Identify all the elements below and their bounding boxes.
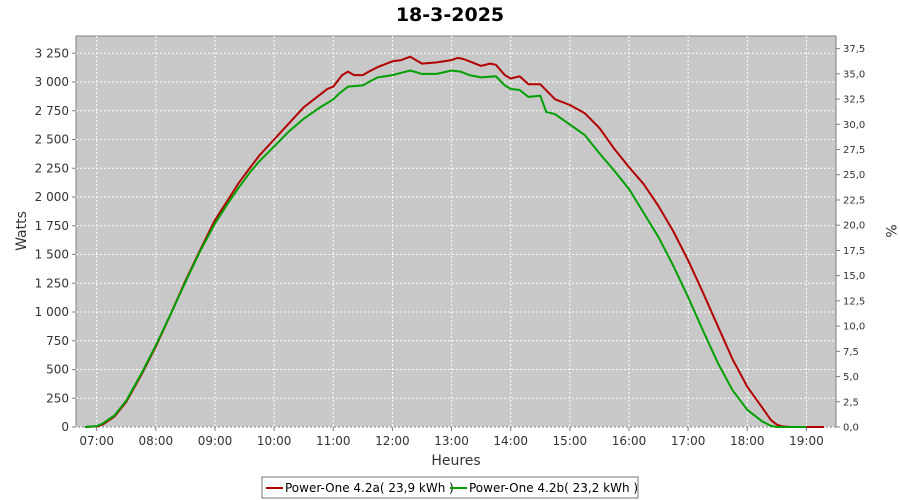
y2-tick-label: 35,0 (843, 69, 865, 80)
y-tick-label: 1 500 (35, 248, 69, 262)
y-tick-label: 2 250 (35, 161, 69, 175)
x-axis: 07:00 08:00 09:00 10:00 11:00 12:00 13:00 14:00… (79, 427, 824, 448)
chart-title: 18-3-2025 (396, 4, 504, 26)
x-tick-label: 19:00 (789, 434, 824, 448)
y2-tick-label: 17,5 (843, 246, 865, 257)
y-tick-label: 500 (46, 363, 69, 377)
x-tick-label: 18:00 (730, 434, 765, 448)
y2-tick-label: 15,0 (843, 271, 865, 282)
y-tick-label: 3 250 (35, 46, 69, 60)
x-tick-label: 16:00 (612, 434, 647, 448)
legend: Power-One 4.2a( 23,9 kWh ) Power-One 4.2… (261, 476, 639, 499)
legend-label-series-1: Power-One 4.2a( 23,9 kWh ) (285, 481, 454, 495)
y-tick-label: 1 250 (35, 276, 69, 290)
y2-tick-label: 27,5 (843, 145, 865, 156)
x-tick-label: 08:00 (139, 434, 174, 448)
x-axis-label: Heures (431, 453, 480, 469)
y-tick-label: 250 (46, 391, 69, 405)
y2-tick-label: 22,5 (843, 195, 865, 206)
x-tick-label: 15:00 (553, 434, 588, 448)
grid (76, 36, 836, 428)
y-tick-label: 3 000 (35, 75, 69, 89)
y-axis-left: 0 250 500 750 1 000 1 250 1 500 1 750 2 000 2 250… (35, 46, 76, 434)
y-tick-label: 1 000 (35, 305, 69, 319)
x-tick-label: 09:00 (198, 434, 233, 448)
x-tick-label: 11:00 (316, 434, 351, 448)
legend-label-series-2: Power-One 4.2b( 23,2 kWh ) (469, 481, 638, 495)
x-tick-label: 10:00 (257, 434, 292, 448)
y2-tick-label: 37,5 (843, 44, 865, 55)
series-layer (84, 55, 825, 428)
y2-tick-label: 5,0 (843, 372, 859, 383)
x-tick-label: 14:00 (493, 434, 528, 448)
y2-tick-label: 30,0 (843, 120, 865, 131)
y-tick-label: 2 750 (35, 104, 69, 118)
y2-tick-label: 10,0 (843, 322, 865, 333)
y2-tick-label: 0,0 (843, 423, 859, 434)
series-line-1 (84, 55, 825, 428)
y-axis-label: Watts (14, 211, 30, 251)
x-tick-label: 17:00 (671, 434, 706, 448)
x-tick-label: 12:00 (375, 434, 410, 448)
y2-tick-label: 7,5 (843, 347, 859, 358)
x-tick-label: 07:00 (79, 434, 114, 448)
y-tick-label: 0 (61, 420, 69, 434)
x-tick-label: 13:00 (434, 434, 469, 448)
y2-axis-label: % (882, 224, 898, 237)
y2-tick-label: 2,5 (843, 397, 859, 408)
plot-area (75, 35, 837, 428)
y2-tick-label: 25,0 (843, 170, 865, 181)
y-axis-right: 0,0 2,5 5,0 7,5 10,0 12,5 15,0 17,5 20,0 22,5 25,0… (836, 44, 865, 434)
y2-tick-label: 32,5 (843, 95, 865, 106)
y2-tick-label: 20,0 (843, 221, 865, 232)
y-tick-label: 750 (46, 334, 69, 348)
y2-tick-label: 12,5 (843, 296, 865, 307)
series-line-2 (84, 69, 807, 428)
y-tick-label: 2 500 (35, 133, 69, 147)
y-tick-label: 2 000 (35, 190, 69, 204)
y-tick-label: 1 750 (35, 219, 69, 233)
